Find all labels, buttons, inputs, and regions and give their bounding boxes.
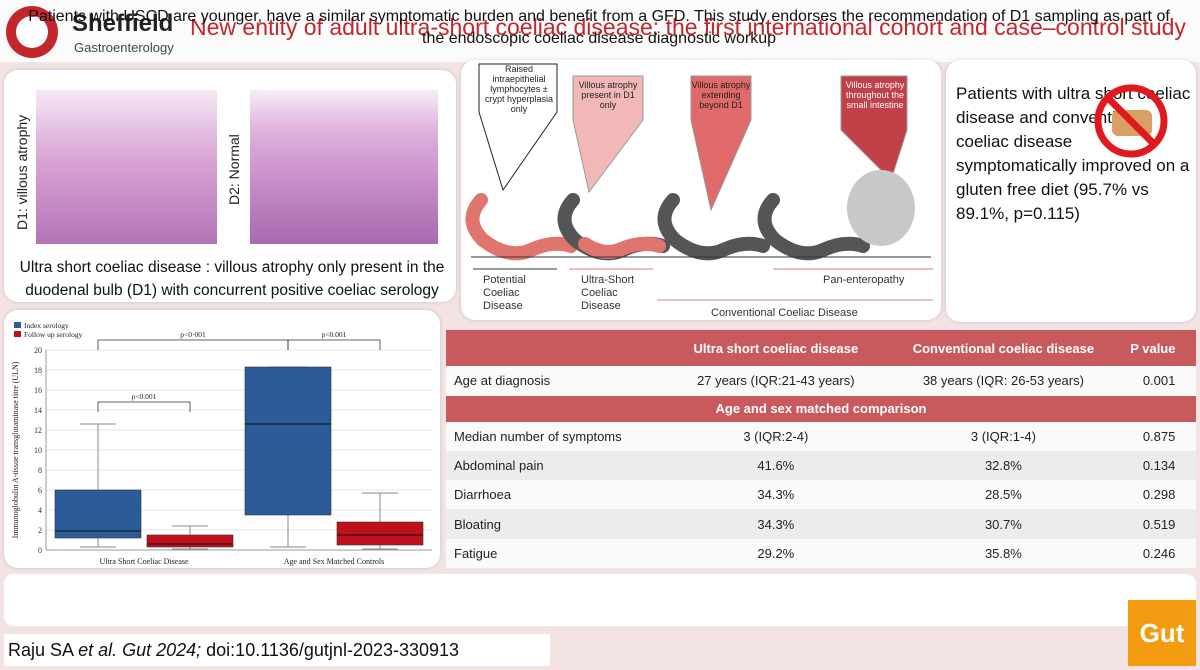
y-tick-label: 6 — [38, 486, 42, 495]
table-cell: 3 (IQR:2-4) — [667, 421, 885, 451]
table-header-cell: Conventional coeliac disease — [884, 330, 1123, 367]
citation-author: Raju SA — [8, 640, 74, 660]
table-subheader: Age and sex matched comparison — [446, 395, 1196, 422]
y-tick-label: 20 — [34, 346, 42, 355]
y-tick-label: 12 — [34, 426, 42, 435]
table-cell: 30.7% — [884, 509, 1123, 539]
table-row: Abdominal pain 41.6% 32.8% 0.134 — [446, 450, 1196, 481]
table-cell: Median number of symptoms — [446, 421, 668, 451]
x-tick-label: Ultra Short Coeliac Disease — [99, 557, 189, 566]
legend-swatch — [14, 331, 21, 337]
wheat-sheaf-icon — [16, 16, 48, 48]
table-cell: 0.298 — [1122, 480, 1196, 510]
y-tick-label: 8 — [38, 466, 42, 475]
brand-name: Sheffield — [72, 10, 174, 37]
callout-potential: Raised intraepithelial lymphocytes ± cry… — [484, 64, 554, 114]
histology-caption: Ultra short coeliac disease : villous at… — [19, 259, 445, 299]
d2-label: D2: Normal — [226, 134, 242, 205]
box-1-1 — [336, 521, 424, 546]
d1-label: D1: villous atrophy — [14, 114, 30, 230]
legend-label: Follow up serology — [24, 330, 83, 339]
table-cell: Fatigue — [446, 538, 668, 568]
significance-bracket — [97, 339, 289, 350]
spectrum-illustration — [465, 63, 933, 301]
table-cell: 32.8% — [884, 450, 1123, 481]
table-row: Median number of symptoms 3 (IQR:2-4) 3 … — [446, 421, 1196, 451]
box-0-0 — [54, 489, 142, 539]
table-cell: 34.3% — [667, 509, 885, 539]
disease-spectrum-diagram: Raised intraepithelial lymphocytes ± cry… — [461, 60, 941, 320]
histology-image-d1 — [36, 90, 217, 244]
y-tick-label: 14 — [34, 406, 42, 415]
legend-swatch — [14, 322, 21, 328]
legend-label: Index serology — [24, 321, 69, 330]
y-tick-label: 10 — [34, 446, 42, 455]
table-cell: 0.519 — [1122, 509, 1196, 539]
histology-panel: D1: villous atrophy D2: Normal Ultra sho… — [4, 70, 456, 302]
no-bread-icon — [1094, 84, 1168, 158]
table-subheader-row: Age and sex matched comparison — [446, 395, 1196, 422]
significance-label: p<0·001 — [180, 330, 206, 339]
significance-label: p<0.001 — [132, 392, 157, 401]
significance-label: p<0.001 — [322, 330, 347, 339]
table-cell: 0.875 — [1122, 421, 1196, 451]
page-title: New entity of adult ultra-short coeliac … — [190, 14, 1186, 40]
table-cell: 3 (IQR:1-4) — [884, 421, 1123, 451]
table-cell: Bloating — [446, 509, 668, 539]
table-row: Diarrhoea 34.3% 28.5% 0.298 — [446, 480, 1196, 510]
table-cell: 34.3% — [667, 480, 885, 510]
serology-chart-panel: 0 2 4 6 8 10 12 14 16 18 20 Immunoglobulin A-tissue… — [4, 310, 440, 568]
label-pan-enteropathy: Pan-enteropathy — [823, 274, 905, 286]
x-tick-label: Age and Sex Matched Controls — [284, 557, 384, 566]
table-cell: 0.246 — [1122, 538, 1196, 568]
y-tick-label: 16 — [34, 386, 42, 395]
header-bar — [0, 0, 1200, 62]
histology-image-d2 — [250, 90, 438, 244]
table-cell: Age at diagnosis — [446, 366, 668, 396]
summary-panel: Patients with ultra short coeliac diseas… — [946, 60, 1196, 322]
gut-journal-badge[interactable]: Gut — [1128, 600, 1196, 666]
table-row: Bloating 34.3% 30.7% 0.519 — [446, 509, 1196, 539]
table-cell: 38 years (IQR: 26-53 years) — [884, 366, 1123, 396]
serology-box-plot: 0 2 4 6 8 10 12 14 16 18 20 Immunoglobulin A-tissue… — [11, 321, 432, 566]
table-cell: 35.8% — [884, 538, 1123, 568]
conclusion-text: Patients with USCD are younger, have a s… — [28, 8, 1170, 47]
table-header-row: Ultra short coeliac disease Conventional… — [446, 330, 1196, 367]
table-cell: Abdominal pain — [446, 450, 668, 481]
table-cell: 0.001 — [1122, 366, 1196, 396]
table-cell: 29.2% — [667, 538, 885, 568]
callout-ultra-short: Villous atrophy present in D1 only — [578, 80, 638, 110]
brand-subtitle: Gastroenterology — [74, 40, 174, 55]
citation-box — [4, 634, 550, 666]
box-0-1 — [146, 534, 234, 548]
table-header-cell: Ultra short coeliac disease — [667, 330, 885, 367]
label-potential-coeliac: Potential Coeliac Disease — [483, 274, 526, 312]
y-axis-label: Immunoglobulin A-tissue transglutaminase… — [11, 361, 20, 538]
conclusion-box — [4, 574, 1196, 626]
callout-beyond-d1: Villous atrophy extending beyond D1 — [691, 80, 751, 110]
callout-throughout: Villous atrophy throughout the small int… — [845, 80, 905, 110]
table-cell: 28.5% — [884, 480, 1123, 510]
citation-journal: et al. Gut 2024; — [78, 640, 202, 660]
table-row: Age at diagnosis 27 years (IQR:21-43 yea… — [446, 366, 1196, 396]
comparison-table: Ultra short coeliac disease Conventional… — [446, 330, 1196, 568]
table-cell: 27 years (IQR:21-43 years) — [667, 366, 885, 396]
table-header-cell — [446, 330, 668, 367]
table-cell: 0.134 — [1122, 450, 1196, 481]
table-cell: Diarrhoea — [446, 480, 668, 510]
y-tick-label: 18 — [34, 366, 42, 375]
table-row: Fatigue 29.2% 35.8% 0.246 — [446, 538, 1196, 568]
significance-bracket — [287, 339, 381, 350]
citation-doi: doi:10.1136/gutjnl-2023-330913 — [201, 640, 460, 660]
significance-bracket — [97, 401, 191, 412]
table-cell: 41.6% — [667, 450, 885, 481]
table-header-cell: P value — [1122, 330, 1196, 367]
label-ultra-short-coeliac: Ultra-Short Coeliac Disease — [581, 274, 635, 312]
y-tick-label: 4 — [38, 506, 42, 515]
y-tick-label: 2 — [38, 526, 42, 535]
box-1-0 — [244, 366, 332, 516]
y-tick-label: 0 — [38, 546, 42, 555]
label-conventional-coeliac: Conventional Coeliac Disease — [711, 307, 858, 319]
citation: Raju SA et al. Gut 2024; doi:10.1136/gut… — [8, 640, 459, 661]
